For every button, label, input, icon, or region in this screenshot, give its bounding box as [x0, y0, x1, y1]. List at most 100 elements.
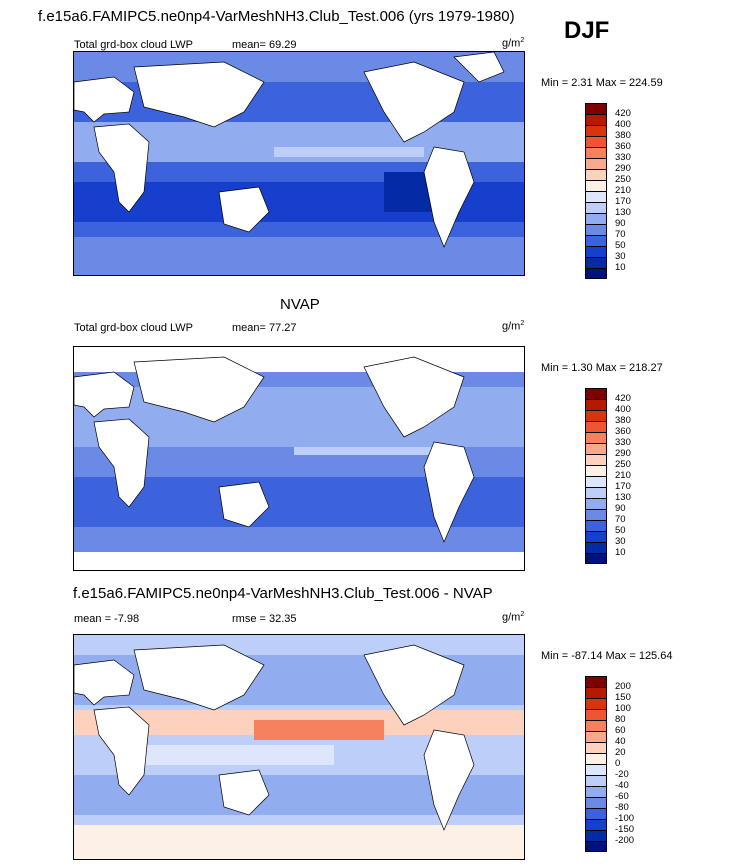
colorbar-box — [585, 399, 607, 410]
colorbar-level-label: -40 — [615, 780, 629, 791]
colorbar-level-label: 130 — [615, 207, 631, 218]
colorbar-level-label: -80 — [615, 802, 629, 813]
colorbar-box — [585, 224, 607, 235]
colorbar-level-label: 50 — [615, 525, 626, 536]
panel2-map-svg — [74, 347, 524, 570]
panel1-units: g/m2 — [502, 37, 525, 50]
colorbar-level-label: 60 — [615, 725, 626, 736]
colorbar-box — [585, 169, 607, 180]
colorbar-level-label: 130 — [615, 492, 631, 503]
colorbar-box — [585, 553, 607, 564]
panel3-map-svg — [74, 635, 524, 859]
panel3-units: g/m2 — [502, 611, 525, 624]
colorbar-level-label: 250 — [615, 174, 631, 185]
panel2-title: NVAP — [280, 296, 320, 313]
colorbar-level-label: 420 — [615, 108, 631, 119]
colorbar-box — [585, 819, 607, 830]
colorbar-box — [585, 147, 607, 158]
colorbar-level-label: 150 — [615, 692, 631, 703]
colorbar-level-label: 210 — [615, 470, 631, 481]
panel1-left-label: Total grd-box cloud LWP — [74, 39, 194, 51]
figure-title: f.e15a6.FAMIPC5.ne0np4-VarMeshNH3.Club_T… — [38, 8, 515, 25]
colorbar-level-label: 80 — [615, 714, 626, 725]
colorbar-box — [585, 687, 607, 698]
colorbar-box — [585, 731, 607, 742]
colorbar-level-label: 290 — [615, 448, 631, 459]
panel1-mean: mean= 69.29 — [232, 39, 297, 51]
colorbar-level-label: 100 — [615, 703, 631, 714]
colorbar-level-label: 40 — [615, 736, 626, 747]
colorbar-box — [585, 268, 607, 279]
colorbar-box — [585, 698, 607, 709]
colorbar-box — [585, 742, 607, 753]
panel1-map — [73, 51, 525, 276]
panel3-colorbar-boxes: 200 150 100 80 60 40 20 0 -20 -40 -60 -80 -100 -150 -2… — [585, 676, 665, 854]
colorbar-box — [585, 476, 607, 487]
colorbar-level-label: 10 — [615, 262, 626, 273]
colorbar-box — [585, 246, 607, 257]
colorbar-level-label: -100 — [615, 813, 635, 824]
colorbar-level-label: 330 — [615, 437, 631, 448]
colorbar-box — [585, 257, 607, 268]
panel3-left-label: mean = -7.98 — [74, 613, 140, 625]
colorbar-box — [585, 454, 607, 465]
colorbar-level-label: 400 — [615, 119, 631, 130]
colorbar-box — [585, 797, 607, 808]
colorbar-level-label: 170 — [615, 196, 631, 207]
panel3-minmax: Min = -87.14 Max = 125.64 — [541, 650, 673, 662]
panel2-colorbar: 420 400 380 360 330 290 250 210 170 130 90 70 50 30 10 — [585, 388, 665, 566]
colorbar-box — [585, 213, 607, 224]
colorbar-box — [585, 487, 607, 498]
panel2-minmax: Min = 1.30 Max = 218.27 — [541, 362, 663, 374]
colorbar-level-label: 200 — [615, 681, 631, 692]
colorbar-level-label: 360 — [615, 141, 631, 152]
colorbar-box — [585, 136, 607, 147]
panel3-map — [73, 634, 525, 860]
colorbar-level-label: 70 — [615, 229, 626, 240]
colorbar-box — [585, 764, 607, 775]
colorbar-box — [585, 520, 607, 531]
colorbar-box — [585, 202, 607, 213]
colorbar-box — [585, 465, 607, 476]
colorbar-box — [585, 103, 607, 114]
colorbar-box — [585, 432, 607, 443]
colorbar-box — [585, 841, 607, 852]
colorbar-box — [585, 235, 607, 246]
colorbar-level-label: -60 — [615, 791, 629, 802]
colorbar-level-label: -200 — [615, 835, 635, 846]
colorbar-level-label: 30 — [615, 251, 626, 262]
colorbar-box — [585, 676, 607, 687]
colorbar-level-label: 0 — [615, 758, 621, 769]
panel3-colorbar: 200 150 100 80 60 40 20 0 -20 -40 -60 -80 -100 -150 -2… — [585, 676, 665, 854]
colorbar-box — [585, 443, 607, 454]
colorbar-box — [585, 830, 607, 841]
colorbar-box — [585, 786, 607, 797]
panel1-map-svg — [74, 52, 524, 275]
colorbar-level-label: 90 — [615, 218, 626, 229]
panel1-colorbar: 420 400 380 360 330 290 250 210 170 130 90 70 50 30 10 — [585, 103, 665, 281]
colorbar-level-label: 10 — [615, 547, 626, 558]
colorbar-box — [585, 509, 607, 520]
colorbar-level-label: 380 — [615, 130, 631, 141]
colorbar-box — [585, 410, 607, 421]
colorbar-box — [585, 709, 607, 720]
panel2-mean: mean= 77.27 — [232, 322, 297, 334]
colorbar-level-label: 250 — [615, 459, 631, 470]
colorbar-box — [585, 158, 607, 169]
colorbar-box — [585, 531, 607, 542]
colorbar-level-label: -20 — [615, 769, 629, 780]
colorbar-level-label: -150 — [615, 824, 635, 835]
colorbar-level-label: 290 — [615, 163, 631, 174]
panel2-units: g/m2 — [502, 320, 525, 333]
panel2-left-label: Total grd-box cloud LWP — [74, 322, 194, 334]
colorbar-level-label: 210 — [615, 185, 631, 196]
colorbar-box — [585, 775, 607, 786]
colorbar-box — [585, 498, 607, 509]
colorbar-level-label: 170 — [615, 481, 631, 492]
panel3-title: f.e15a6.FAMIPC5.ne0np4-VarMeshNH3.Club_T… — [73, 585, 493, 602]
season-label: DJF — [564, 17, 610, 44]
colorbar-level-label: 50 — [615, 240, 626, 251]
colorbar-box — [585, 808, 607, 819]
colorbar-box — [585, 388, 607, 399]
colorbar-level-label: 330 — [615, 152, 631, 163]
